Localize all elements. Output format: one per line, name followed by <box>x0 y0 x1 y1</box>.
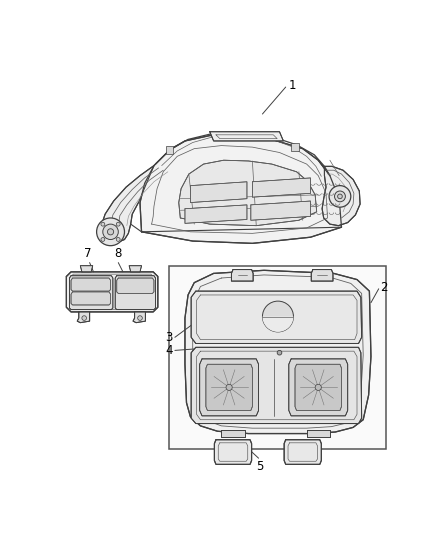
Polygon shape <box>295 364 342 410</box>
Text: 5: 5 <box>256 460 264 473</box>
Circle shape <box>315 384 321 391</box>
Polygon shape <box>140 135 342 244</box>
Polygon shape <box>101 166 154 243</box>
Polygon shape <box>117 278 154 294</box>
Polygon shape <box>133 312 145 322</box>
Polygon shape <box>252 178 311 197</box>
Circle shape <box>277 350 282 355</box>
Polygon shape <box>179 160 317 225</box>
Circle shape <box>97 218 124 246</box>
Polygon shape <box>191 182 247 203</box>
Polygon shape <box>221 430 245 438</box>
Circle shape <box>82 316 87 320</box>
Bar <box>170 265 386 449</box>
Polygon shape <box>251 201 311 220</box>
Text: 2: 2 <box>380 281 388 294</box>
Polygon shape <box>210 132 283 141</box>
Circle shape <box>138 316 142 320</box>
Polygon shape <box>71 278 110 291</box>
Wedge shape <box>262 317 293 332</box>
Circle shape <box>329 185 351 207</box>
Polygon shape <box>185 205 247 223</box>
Polygon shape <box>80 265 93 272</box>
Polygon shape <box>289 359 348 416</box>
Circle shape <box>338 194 342 199</box>
Polygon shape <box>129 265 141 272</box>
Polygon shape <box>166 147 173 154</box>
Circle shape <box>262 301 293 332</box>
Polygon shape <box>231 270 253 281</box>
Polygon shape <box>214 440 251 464</box>
Text: 8: 8 <box>115 247 122 260</box>
Circle shape <box>335 191 346 202</box>
Text: 4: 4 <box>165 344 173 357</box>
Polygon shape <box>322 166 360 225</box>
Polygon shape <box>311 270 333 281</box>
Polygon shape <box>185 270 371 433</box>
Circle shape <box>101 238 105 241</box>
Polygon shape <box>291 143 299 151</box>
Polygon shape <box>77 312 90 322</box>
Text: 1: 1 <box>289 79 296 92</box>
Circle shape <box>116 238 120 241</box>
Text: 3: 3 <box>165 331 173 344</box>
Circle shape <box>101 222 105 226</box>
Text: 7: 7 <box>85 247 92 260</box>
Circle shape <box>226 384 232 391</box>
Polygon shape <box>307 430 330 438</box>
Polygon shape <box>67 272 158 312</box>
Polygon shape <box>191 348 362 424</box>
Polygon shape <box>284 440 321 464</box>
Circle shape <box>103 224 118 239</box>
Polygon shape <box>200 359 258 416</box>
Polygon shape <box>115 276 155 310</box>
Polygon shape <box>70 276 113 310</box>
Circle shape <box>116 222 120 226</box>
Polygon shape <box>191 291 362 343</box>
Polygon shape <box>206 364 252 410</box>
Polygon shape <box>71 292 110 305</box>
Circle shape <box>107 229 113 235</box>
